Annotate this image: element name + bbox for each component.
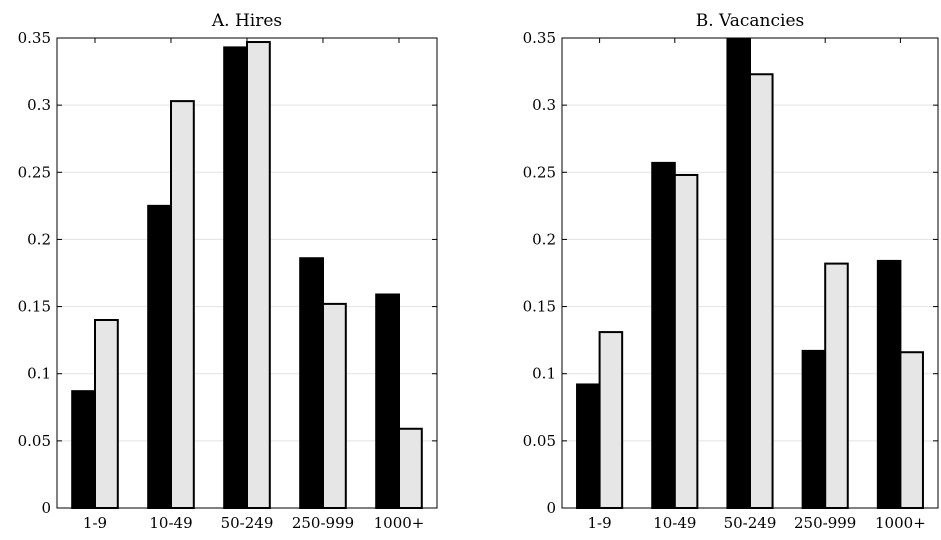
y-tick-label: 0.15 [18, 298, 51, 316]
bar [651, 161, 676, 509]
bar [824, 262, 849, 509]
bars [71, 41, 423, 510]
bar [147, 204, 172, 509]
bar [375, 293, 401, 509]
x-tick-label: 1000+ [875, 514, 926, 532]
bar [71, 390, 96, 509]
x-tick-label: 1000+ [374, 514, 425, 532]
y-tick-label: 0 [41, 499, 51, 517]
y-axis: 0 0.05 0.1 0.15 0.2 0.25 0.3 0.35 [18, 29, 437, 517]
chart-panel-vacancies: B. Vacancies 0 0.05 0.1 0.15 0.2 0.25 0.3 0.35 1… [523, 11, 939, 532]
y-tick-label: 0.3 [27, 96, 51, 114]
bar [299, 257, 325, 509]
bar [801, 349, 827, 509]
chart-panel-hires: A. Hires 0 0.05 0.1 0.15 0.2 0.25 0.3 0.35 1-9 10… [18, 11, 438, 532]
bar [322, 302, 347, 509]
x-tick-label: 10-49 [653, 514, 696, 532]
chart-title: A. Hires [211, 11, 282, 31]
bar [223, 46, 248, 510]
x-tick-label: 1-9 [83, 514, 107, 532]
x-tick-label: 250-999 [794, 514, 856, 532]
bar [726, 38, 752, 509]
chart-title: B. Vacancies [696, 11, 805, 31]
y-tick-label: 0.05 [18, 432, 51, 450]
y-tick-label: 0.15 [523, 298, 556, 316]
y-tick-label: 0.05 [523, 432, 556, 450]
y-tick-label: 0.35 [18, 29, 51, 47]
y-tick-label: 0.3 [532, 96, 556, 114]
bar [876, 259, 902, 509]
bar [398, 427, 423, 509]
y-tick-label: 0.1 [532, 365, 556, 383]
x-tick-label: 250-999 [292, 514, 354, 532]
bar [749, 73, 774, 509]
x-tick-label: 1-9 [588, 514, 612, 532]
x-tick-label: 10-49 [149, 514, 192, 532]
x-tick-label: 50-249 [221, 514, 274, 532]
bars [576, 38, 924, 510]
bar [94, 319, 119, 509]
y-tick-label: 0.25 [523, 163, 556, 181]
y-tick-label: 0.1 [27, 365, 51, 383]
bar [598, 331, 624, 510]
y-tick-label: 0.35 [523, 29, 556, 47]
bar [673, 173, 699, 509]
bar [576, 383, 601, 510]
y-tick-label: 0 [546, 499, 556, 517]
x-axis: 1-9 10-49 50-249 250-999 1000+ [588, 38, 926, 532]
x-tick-label: 50-249 [724, 514, 777, 532]
y-tick-label: 0.2 [532, 230, 556, 248]
bar [899, 351, 924, 509]
y-axis: 0 0.05 0.1 0.15 0.2 0.25 0.3 0.35 [523, 29, 938, 517]
y-tick-label: 0.2 [27, 230, 51, 248]
y-tick-label: 0.25 [18, 163, 51, 181]
bar [170, 100, 195, 509]
bar [246, 41, 271, 510]
x-axis: 1-9 10-49 50-249 250-999 1000+ [83, 38, 424, 532]
